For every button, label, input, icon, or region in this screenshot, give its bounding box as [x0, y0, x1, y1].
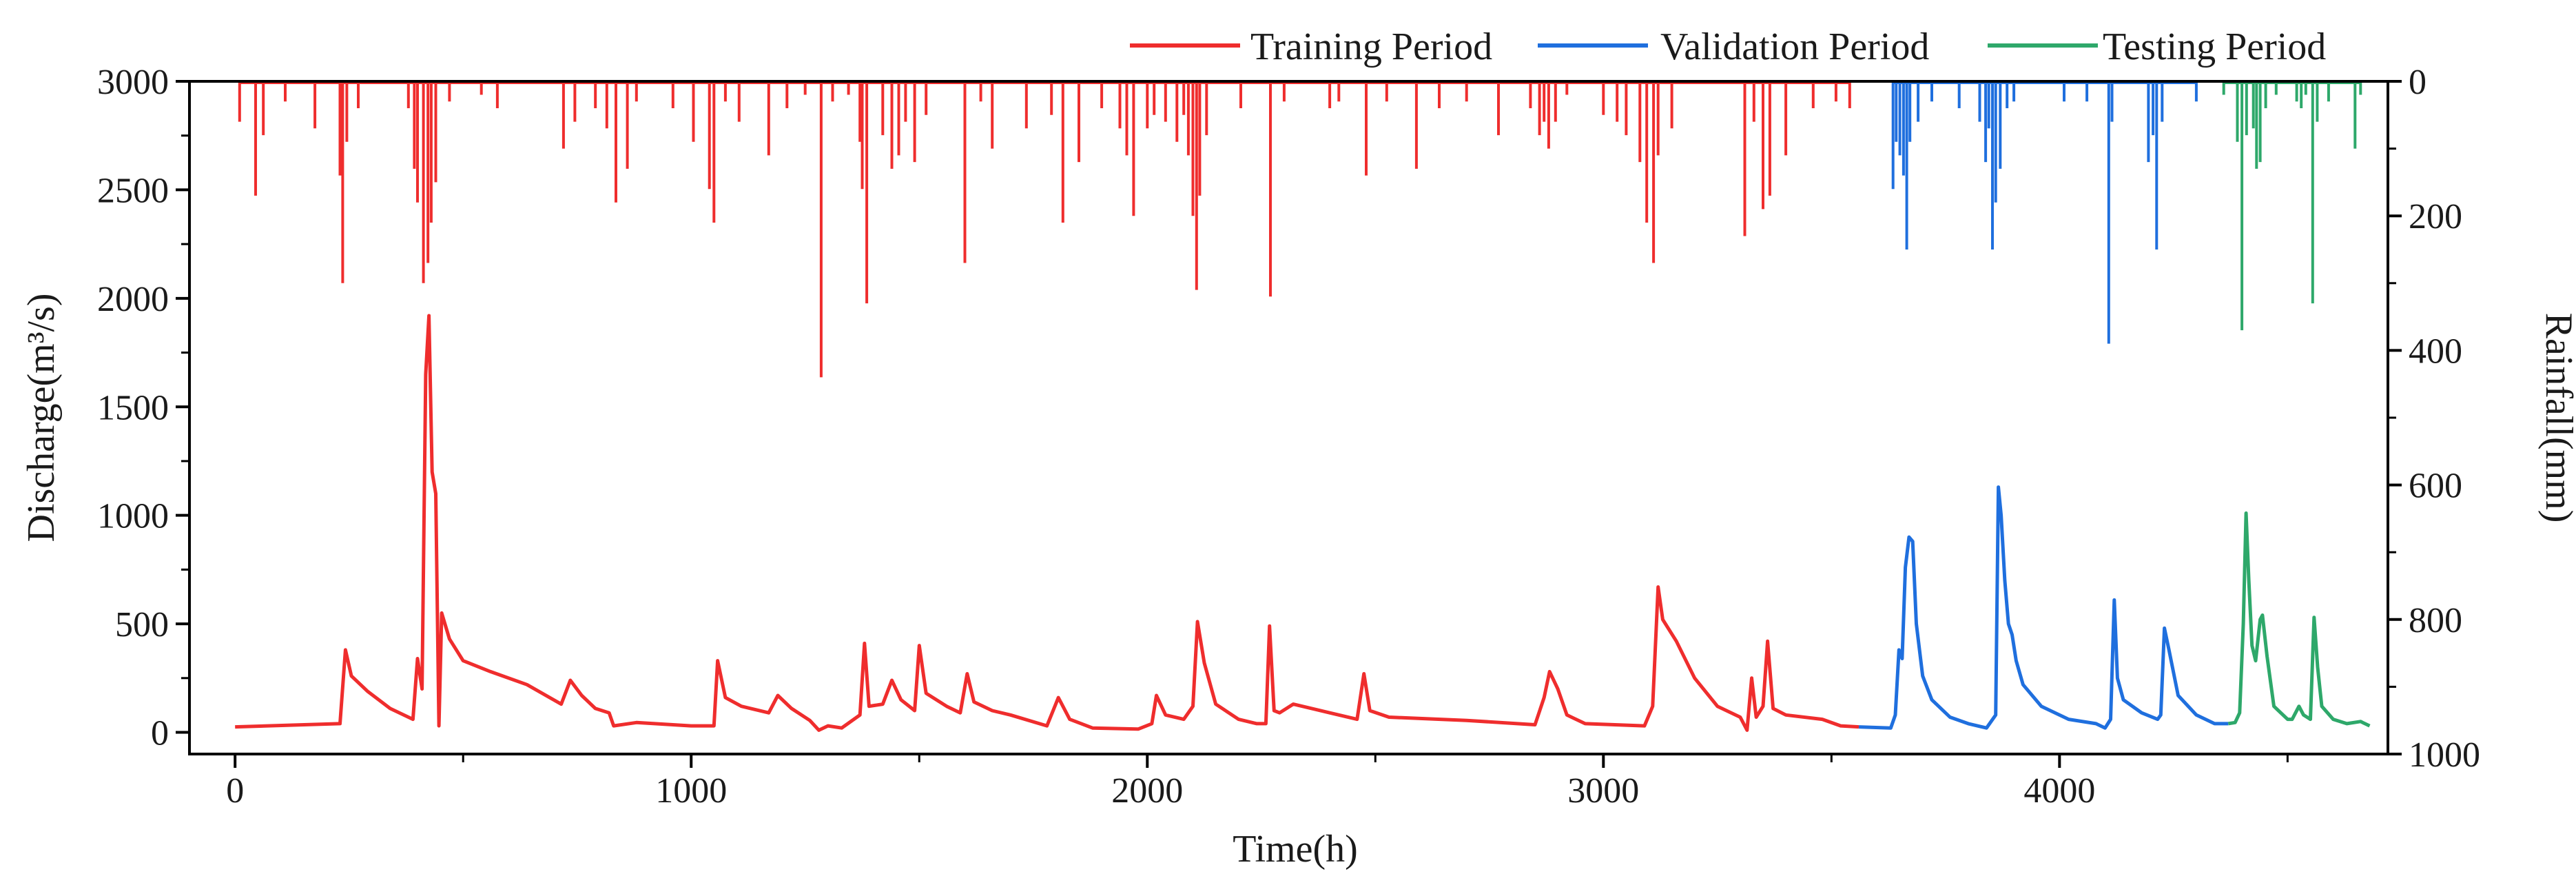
left-y-tick-label: 3000 [97, 63, 169, 102]
x-axis-title: Time(h) [1233, 828, 1358, 871]
discharge-series-training [235, 314, 1859, 732]
legend-label-training: Training Period [1250, 26, 1492, 68]
x-tick-label: 0 [226, 771, 244, 811]
right-y-axis-title: Rainfall(mm) [2537, 313, 2576, 523]
x-tick-label: 2000 [1111, 771, 1183, 811]
discharge-series-testing [2227, 511, 2371, 728]
right-y-tick-label: 600 [2409, 467, 2462, 506]
rainfall-series-validation [1891, 81, 2198, 344]
plot-area [235, 81, 2371, 732]
left-y-tick-label: 1000 [97, 497, 169, 536]
right-y-tick-label: 400 [2409, 332, 2462, 371]
x-tick-label: 3000 [1567, 771, 1639, 811]
right-y-tick-label: 1000 [2409, 735, 2480, 775]
discharge-series-validation [1858, 485, 2229, 730]
left-y-tick-label: 1500 [97, 388, 169, 427]
left-y-axis-title: Discharge(m³/s) [20, 294, 63, 542]
right-y-tick-label: 0 [2409, 63, 2426, 102]
rainfall-series-training [238, 81, 1851, 378]
left-y-tick-label: 2000 [97, 280, 169, 319]
legend-label-validation: Validation Period [1660, 26, 1929, 68]
x-tick-label: 1000 [655, 771, 727, 811]
legend-label-testing: Testing Period [2103, 26, 2326, 68]
left-y-axis: 0 500 1000 1500 2000 2500 3000 [97, 63, 189, 753]
x-tick-label: 4000 [2023, 771, 2095, 811]
legend: Training Period Validation Period Testin… [1130, 26, 2326, 68]
right-y-tick-label: 200 [2409, 197, 2462, 236]
x-axis: 0 1000 2000 3000 4000 [226, 754, 2289, 811]
left-y-tick-label: 0 [151, 714, 169, 753]
rainfall-series-testing [2222, 81, 2362, 331]
plot-frame [188, 80, 2389, 755]
right-y-tick-label: 800 [2409, 601, 2462, 640]
left-y-tick-label: 2500 [97, 171, 169, 210]
right-y-axis: 0 200 400 600 800 1000 [2388, 63, 2480, 775]
left-y-tick-label: 500 [115, 605, 169, 644]
